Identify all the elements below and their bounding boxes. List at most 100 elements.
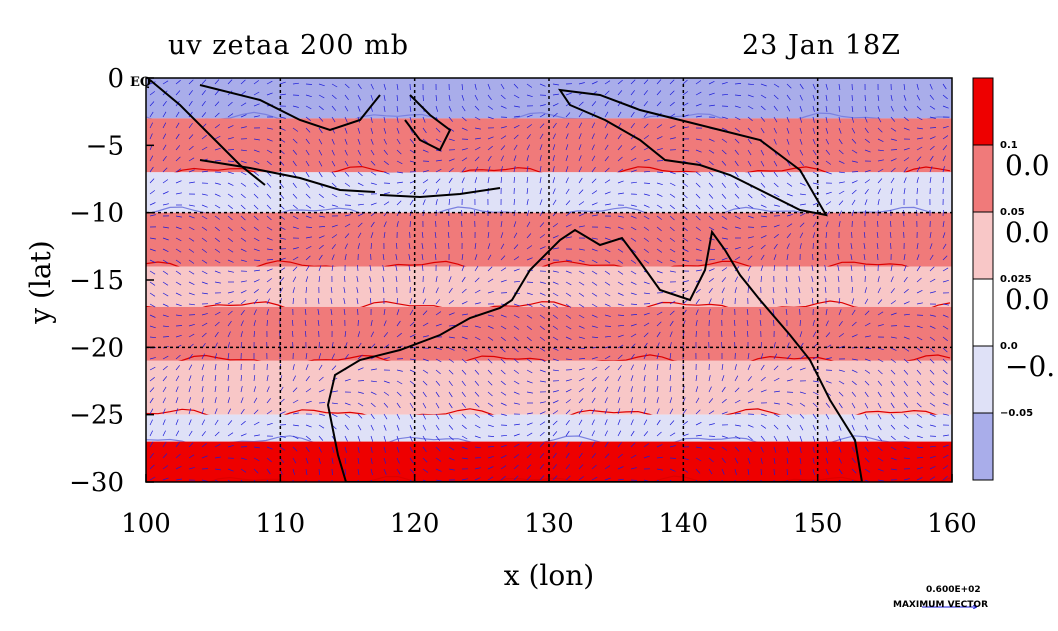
wind-vector bbox=[266, 127, 273, 130]
wind-vector bbox=[785, 276, 788, 283]
wind-vector bbox=[812, 160, 818, 166]
wind-vector bbox=[292, 160, 297, 167]
wind-vector bbox=[357, 380, 365, 382]
wind-vector bbox=[591, 441, 596, 448]
wind-vector bbox=[786, 214, 793, 217]
wind-vector bbox=[864, 310, 870, 316]
wind-vector bbox=[487, 347, 493, 353]
wind-vector bbox=[331, 365, 337, 371]
wind-vector bbox=[188, 467, 195, 470]
wind-vector bbox=[396, 190, 403, 195]
wind-vector bbox=[227, 259, 234, 263]
wind-vector bbox=[357, 105, 361, 112]
wind-vector bbox=[630, 270, 637, 275]
wind-vector bbox=[903, 478, 910, 481]
wind-vector bbox=[526, 188, 529, 195]
wind-vector bbox=[656, 301, 663, 305]
wind-vector bbox=[383, 332, 389, 338]
wind-vector bbox=[838, 424, 842, 431]
wind-vector bbox=[812, 391, 819, 396]
wind-vector bbox=[396, 435, 400, 442]
wind-vector bbox=[734, 171, 739, 178]
wind-vector bbox=[760, 364, 765, 371]
wind-vector bbox=[890, 446, 897, 451]
wind-vector bbox=[565, 200, 571, 206]
wind-vector bbox=[824, 254, 827, 261]
wind-vector bbox=[253, 421, 260, 426]
wind-vector bbox=[253, 279, 260, 283]
wind-vector bbox=[474, 156, 480, 162]
wind-vector bbox=[369, 276, 372, 283]
wind-vector bbox=[370, 424, 374, 431]
wind-vector bbox=[330, 309, 333, 316]
wind-vector bbox=[695, 457, 702, 462]
wind-vector bbox=[903, 435, 910, 440]
wind-vector bbox=[552, 177, 556, 184]
wind-vector bbox=[760, 244, 766, 250]
wind-vector bbox=[240, 408, 245, 415]
wind-vector bbox=[396, 479, 400, 482]
wind-vector bbox=[747, 94, 754, 98]
wind-vector bbox=[643, 431, 649, 437]
wind-vector bbox=[578, 387, 584, 393]
wind-vector bbox=[162, 191, 169, 195]
wind-vector bbox=[214, 364, 217, 371]
wind-vector bbox=[747, 364, 751, 371]
wind-vector bbox=[838, 435, 842, 442]
wind-vector bbox=[500, 176, 503, 184]
wind-vector bbox=[266, 149, 273, 154]
wind-vector bbox=[643, 170, 651, 173]
wind-vector bbox=[500, 105, 507, 109]
wind-vector bbox=[305, 226, 313, 228]
wind-vector bbox=[227, 215, 233, 221]
wind-vector bbox=[370, 127, 374, 134]
wind-vector bbox=[682, 171, 689, 176]
wind-vector bbox=[500, 336, 506, 341]
wind-vector bbox=[760, 149, 765, 156]
wind-vector bbox=[461, 116, 467, 122]
wind-vector bbox=[448, 158, 455, 162]
wind-vector bbox=[214, 311, 221, 316]
wind-vector bbox=[825, 413, 830, 420]
wind-vector bbox=[942, 475, 948, 481]
wind-vector bbox=[617, 133, 622, 140]
wind-vector bbox=[669, 193, 676, 198]
wind-vector bbox=[474, 265, 479, 272]
wind-vector bbox=[656, 364, 659, 371]
wind-vector bbox=[825, 83, 828, 90]
wind-vector bbox=[864, 457, 870, 463]
wind-vector bbox=[656, 431, 662, 437]
wind-vector bbox=[929, 314, 936, 317]
wind-vector bbox=[617, 292, 624, 296]
wind-vector bbox=[591, 303, 598, 308]
wind-vector bbox=[304, 330, 307, 338]
wind-vector bbox=[175, 237, 182, 242]
wind-vector bbox=[292, 446, 298, 452]
wind-vector bbox=[500, 325, 507, 330]
wind-vector bbox=[617, 466, 624, 470]
wind-vector bbox=[370, 391, 377, 395]
wind-vector bbox=[201, 364, 205, 371]
wind-vector bbox=[253, 193, 259, 199]
wind-vector bbox=[929, 445, 937, 448]
wind-vector bbox=[890, 188, 894, 195]
wind-vector bbox=[799, 160, 804, 167]
wind-vector bbox=[890, 138, 897, 141]
wind-vector bbox=[617, 478, 624, 481]
wind-vector bbox=[929, 380, 935, 386]
wind-vector bbox=[565, 325, 572, 330]
wind-vector bbox=[370, 242, 372, 250]
wind-vector bbox=[864, 435, 869, 442]
wind-vector bbox=[266, 226, 273, 231]
wind-vector bbox=[305, 265, 310, 272]
wind-vector bbox=[656, 353, 659, 360]
wind-vector bbox=[565, 358, 573, 361]
wind-vector bbox=[318, 265, 322, 272]
wind-vector bbox=[578, 377, 585, 382]
wind-vector bbox=[734, 204, 740, 210]
wind-vector bbox=[630, 454, 637, 459]
wind-vector bbox=[591, 430, 595, 437]
wind-vector bbox=[513, 402, 520, 405]
wind-vector bbox=[656, 101, 662, 107]
wind-vector bbox=[760, 94, 767, 99]
